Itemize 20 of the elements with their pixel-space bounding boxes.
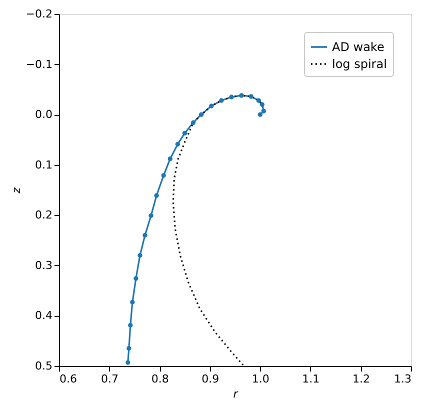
x-tick-label: 1.0 <box>252 372 270 386</box>
y-tick-label: −0.2 <box>26 8 52 20</box>
x-tick-label: 1.3 <box>394 372 412 386</box>
legend-label: log spiral <box>332 57 387 71</box>
x-tick-label: 1.1 <box>302 372 320 386</box>
x-tick-label: 0.9 <box>202 372 220 386</box>
y-tick-label: 0.0 <box>35 108 52 122</box>
x-tick-label: 0.8 <box>151 372 169 386</box>
y-axis-title: z <box>10 187 23 194</box>
x-tick-label: 1.2 <box>352 372 370 386</box>
y-tick-label: 0.5 <box>35 360 52 372</box>
y-tick-label: −0.1 <box>26 58 52 71</box>
legend-label: AD wake <box>332 40 384 54</box>
y-tick-label: 0.2 <box>35 208 52 222</box>
y-tick-label: 0.1 <box>35 158 52 172</box>
x-tick-label: 0.6 <box>60 372 77 386</box>
y-tick-label: 0.4 <box>35 309 52 322</box>
x-tick-label: 0.7 <box>101 372 119 386</box>
y-tick-label: 0.3 <box>35 258 52 272</box>
x-axis-title: r <box>233 388 240 400</box>
